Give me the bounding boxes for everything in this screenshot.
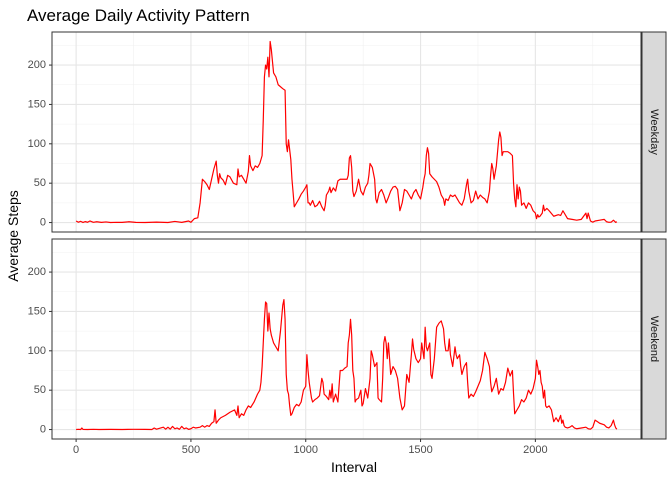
series-line-weekday [75,40,618,224]
y-tick-label: 0 [40,217,46,229]
y-axis-label: Average Steps [5,190,21,282]
y-tick-label: 100 [28,138,46,150]
x-tick-label: 1500 [408,444,432,456]
x-tick-label: 0 [73,444,79,456]
panel-background [52,239,641,439]
x-tick-label: 2000 [523,444,547,456]
y-tick-label: 0 [40,424,46,436]
y-tick-label: 150 [28,305,46,317]
y-tick-label: 50 [34,384,46,396]
y-tick-label: 200 [28,59,46,71]
x-tick-label: 1000 [293,444,317,456]
chart-title: Average Daily Activity Pattern [27,6,250,25]
y-tick-label: 150 [28,98,46,110]
series-line-weekend [76,299,618,431]
panel-border [51,31,642,233]
facet-strip-label: Weekend [648,316,660,362]
y-tick-label: 50 [34,177,46,189]
facet-panel-weekday: Weekday 0 50 100 150 200 [28,31,667,233]
panel-border [51,238,642,440]
x-axis-label: Interval [331,459,377,475]
y-tick-label: 100 [28,345,46,357]
x-tick-label: 500 [182,444,200,456]
y-tick-label: 200 [28,266,46,278]
panel-background [52,32,641,232]
facet-strip-background [641,31,667,233]
facet-strip-label: Weekday [648,109,660,155]
facet-strip-background [641,238,667,440]
